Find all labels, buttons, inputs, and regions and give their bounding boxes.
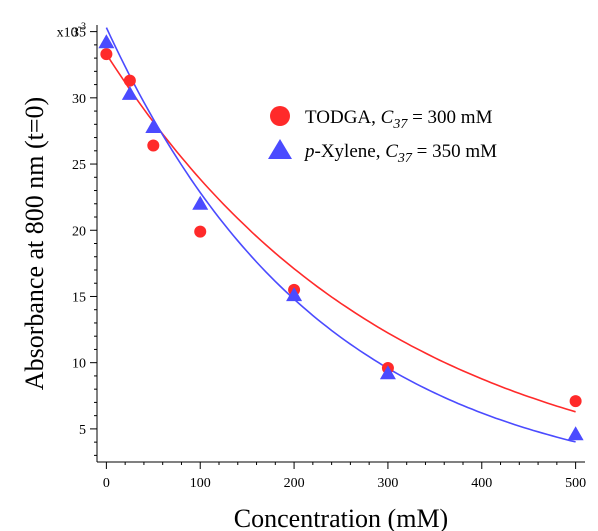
legend-label-part: TODGA, [305,107,381,128]
y-tick-label: 10 [72,357,86,372]
legend-label-part: C [381,107,394,128]
fit-curve-2 [105,27,576,443]
y-exponent-power: -3 [78,22,86,33]
legend-label-series-2: p-Xylene, C37 = 350 mM [303,141,497,166]
data-point-series-1 [569,395,582,408]
legend-label-series-1: TODGA, C37 = 300 mM [305,107,493,132]
data-point-series-2 [121,85,138,100]
x-axis-title: Concentration (mM) [234,504,448,531]
legend-label-part: -Xylene, [315,141,386,162]
x-tick-label: 100 [190,476,211,491]
legend-label-part: = 300 mM [407,107,492,128]
y-tick-label: 35 [72,26,86,41]
data-point-series-2 [192,195,209,210]
data-point-series-2 [98,34,115,49]
data-point-series-2 [567,426,584,441]
legend-label-part: C [385,141,398,162]
legend-label-part: = 350 mM [412,141,497,162]
y-tick-label: 15 [72,290,86,305]
x-tick-label: 500 [565,476,586,491]
x-tick-label: 0 [103,476,110,491]
legend-label-part: p [303,141,315,162]
legend-marker-series-1 [270,106,290,126]
data-point-series-2 [145,118,162,133]
legend-label-part: 37 [397,151,413,166]
x-tick-label: 400 [471,476,492,491]
y-tick-label: 30 [72,92,86,107]
fit-curve-1 [105,53,576,413]
x-tick-label: 300 [377,476,398,491]
y-tick-label: 25 [72,158,86,173]
data-point-series-1 [194,225,207,238]
legend-label-part: 37 [392,117,408,132]
data-point-series-1 [147,139,160,152]
legend-marker-series-2 [268,139,292,159]
x-tick-label: 200 [284,476,305,491]
data-point-series-1 [100,48,113,61]
y-axis-title: Absorbance at 800 nm (t=0) [20,97,49,390]
y-tick-label: 5 [79,423,86,438]
data-point-series-2 [286,287,303,302]
y-tick-label: 20 [72,224,86,239]
data-point-series-2 [379,365,396,380]
data-point-series-1 [123,74,136,87]
